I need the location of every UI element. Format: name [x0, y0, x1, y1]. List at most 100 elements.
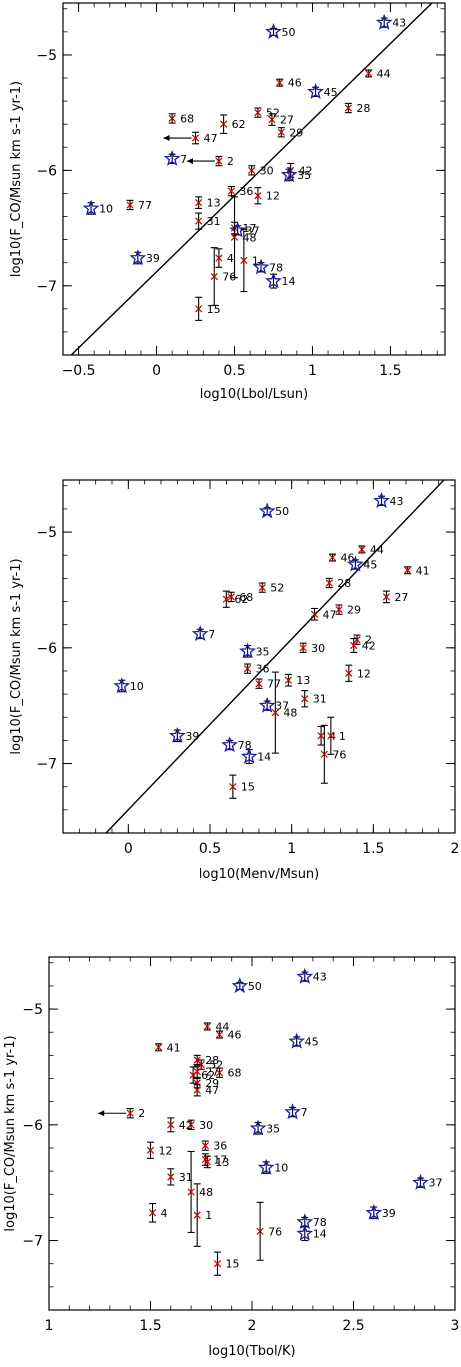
- data-point-10: 10: [257, 1158, 288, 1175]
- point-label: 1: [205, 1209, 212, 1222]
- star-marker: [229, 221, 247, 238]
- star-marker: [280, 166, 298, 183]
- point-label: 31: [207, 215, 221, 228]
- point-label: 36: [256, 663, 270, 676]
- y-tick-label: −5: [36, 48, 57, 64]
- star-marker: [82, 199, 100, 216]
- star-marker: [375, 13, 393, 30]
- point-label: 37: [275, 700, 289, 713]
- x-tick-label: 0.5: [223, 363, 245, 379]
- point-label: 45: [363, 558, 377, 571]
- data-point-39: 39: [129, 249, 160, 266]
- cross-marker: [325, 579, 333, 587]
- data-point-10: 10: [113, 677, 144, 694]
- point-label: 42: [362, 640, 376, 653]
- x-tick-label: 1.5: [362, 841, 384, 857]
- fit-line: [70, 3, 433, 355]
- star-marker: [113, 677, 131, 694]
- data-point-35: 35: [239, 642, 270, 659]
- point-label: 29: [205, 1077, 219, 1090]
- star-marker: [129, 249, 147, 266]
- data-point-48: 48: [230, 196, 257, 279]
- point-label: 31: [313, 693, 327, 706]
- point-label: 7: [180, 153, 187, 166]
- data-point-31: 31: [301, 690, 327, 708]
- data-point-50: 50: [265, 23, 295, 39]
- point-label: 42: [179, 1119, 193, 1132]
- data-point-31: 31: [195, 212, 221, 230]
- point-label: 15: [225, 1258, 239, 1271]
- data-point-31: 31: [167, 1168, 193, 1186]
- cross-marker: [258, 584, 266, 592]
- point-label: 7: [301, 1106, 308, 1119]
- point-label: 43: [392, 17, 406, 30]
- cross-marker: [195, 217, 203, 225]
- cross-marker: [227, 593, 235, 601]
- cross-marker: [310, 610, 319, 618]
- point-label: 10: [274, 1162, 288, 1175]
- x-tick-label: 0: [152, 363, 161, 379]
- cross-marker: [126, 1109, 134, 1117]
- point-label: 28: [356, 102, 370, 115]
- data-point-76: 76: [256, 1201, 282, 1261]
- data-point-36: 36: [243, 663, 270, 676]
- cross-marker: [219, 120, 228, 128]
- point-label: 62: [232, 118, 246, 131]
- point-label: 14: [257, 751, 271, 764]
- point-label: 27: [280, 114, 294, 127]
- cross-marker: [301, 695, 309, 703]
- point-label: 52: [266, 107, 280, 120]
- point-label: 39: [382, 1207, 396, 1220]
- y-tick-label: −5: [22, 1002, 43, 1018]
- data-point-4: 4: [215, 248, 234, 268]
- x-tick-label: −0.5: [62, 363, 96, 379]
- y-tick-label: −5: [36, 525, 57, 541]
- cross-marker: [193, 1211, 201, 1219]
- star-marker: [257, 1158, 275, 1175]
- star-marker: [365, 1203, 383, 1220]
- point-label: 30: [311, 642, 325, 655]
- point-label: 78: [269, 261, 283, 274]
- data-point-28: 28: [344, 102, 370, 115]
- cross-marker: [364, 69, 373, 78]
- data-point-42: 42: [167, 1117, 193, 1133]
- star-marker: [412, 1173, 429, 1190]
- point-label: 41: [167, 1041, 181, 1054]
- cross-marker: [215, 157, 223, 165]
- cross-marker: [187, 1188, 195, 1196]
- data-point-52: 52: [258, 582, 284, 595]
- cross-marker: [197, 1061, 205, 1069]
- data-point-45: 45: [288, 1032, 319, 1049]
- chart-panel-2: 0 0.5 1 1.5 2 −5 −6 −7 log10(Menv/Msun) log10(F_C…: [9, 479, 460, 882]
- point-label: 36: [239, 185, 253, 198]
- point-label: 10: [130, 680, 144, 693]
- star-marker: [231, 977, 249, 994]
- cross-marker: [215, 254, 223, 262]
- star-marker: [373, 492, 390, 508]
- x-axis-label: log10(Menv/Msun): [199, 867, 320, 882]
- point-label: 30: [199, 1119, 213, 1132]
- point-label: 78: [238, 739, 252, 752]
- point-label: 28: [337, 577, 351, 590]
- point-label: 17: [213, 1154, 227, 1167]
- point-label: 27: [205, 1066, 219, 1079]
- point-label: 44: [215, 1020, 229, 1033]
- data-point-39: 39: [168, 726, 199, 743]
- point-label: 50: [275, 505, 289, 518]
- fit-line: [105, 480, 445, 833]
- data-point-15: 15: [229, 774, 255, 799]
- data-point-50: 50: [258, 502, 289, 519]
- star-marker: [258, 696, 276, 713]
- cross-marker: [222, 595, 230, 603]
- data-point-7: 7: [191, 625, 215, 642]
- point-label: 50: [281, 26, 295, 39]
- point-label: 37: [246, 224, 260, 237]
- y-tick-label: −6: [36, 163, 57, 179]
- star-marker: [240, 747, 258, 764]
- x-tick-label: 2: [248, 1318, 257, 1334]
- data-point-12: 12: [146, 1141, 173, 1159]
- x-tick-label: 2: [451, 841, 460, 857]
- point-label: 44: [370, 543, 384, 556]
- point-label: 62: [201, 1069, 215, 1082]
- point-label: 12: [159, 1144, 173, 1157]
